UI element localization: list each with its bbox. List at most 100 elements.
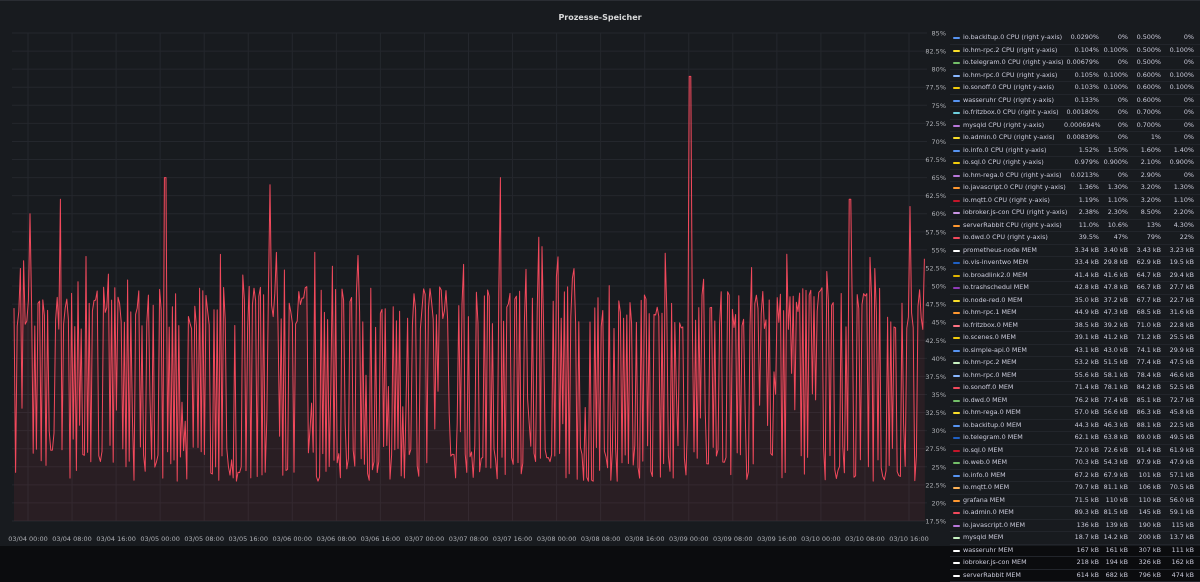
legend-series-name[interactable]: io.fritzbox.0 CPU (right y-axis) — [963, 107, 1073, 119]
legend-row[interactable]: io.hm-rpc.0 CPU (right y-axis)0.105%0.10… — [950, 70, 1200, 83]
legend-series-name[interactable]: io.backitup.0 CPU (right y-axis) — [963, 32, 1073, 44]
legend-row[interactable]: mysqld CPU (right y-axis)0.000694%0%0.70… — [950, 120, 1200, 133]
legend-row[interactable]: serverRabbit CPU (right y-axis)11.0%10.6… — [950, 220, 1200, 233]
legend-series-name[interactable]: iobroker.js-con MEM — [963, 557, 1073, 569]
legend-series-name[interactable]: io.hm-rpc.0 CPU (right y-axis) — [963, 70, 1073, 82]
legend-row[interactable]: io.javascript.0 CPU (right y-axis)1.36%1… — [950, 182, 1200, 195]
legend-value: 2.90% — [1128, 170, 1161, 182]
legend-row[interactable]: io.mqtt.0 CPU (right y-axis)1.19%1.10%3.… — [950, 195, 1200, 208]
legend-value: 72.0 kB — [1064, 445, 1099, 457]
legend-series-name[interactable]: io.broadlink2.0 MEM — [963, 270, 1073, 282]
legend-series-name[interactable]: serverRabbit MEM — [963, 570, 1073, 582]
legend-series-name[interactable]: io.web.0 MEM — [963, 457, 1073, 469]
time-series-chart[interactable]: 85%82.5%80%77.5%75%72.5%70%67.5%65%62.5%… — [0, 1, 950, 546]
legend-swatch — [953, 450, 960, 452]
legend-row[interactable]: io.sql.0 CPU (right y-axis)0.979%0.900%2… — [950, 157, 1200, 170]
legend-row[interactable]: io.fritzbox.0 CPU (right y-axis)0.00180%… — [950, 107, 1200, 120]
legend-series-name[interactable]: mysqld CPU (right y-axis) — [963, 120, 1073, 132]
x-tick-label: 03/10 00:00 — [801, 535, 841, 543]
legend-series-name[interactable]: serverRabbit CPU (right y-axis) — [963, 220, 1073, 232]
legend-value: 0% — [1161, 57, 1194, 69]
legend-series-name[interactable]: io.hm-rpc.0 MEM — [963, 370, 1073, 382]
legend-series-name[interactable]: wasseruhr CPU (right y-axis) — [963, 95, 1073, 107]
legend-series-name[interactable]: io.dwd.0 CPU (right y-axis) — [963, 232, 1073, 244]
legend-series-name[interactable]: io.trashschedul MEM — [963, 282, 1073, 294]
legend-series-name[interactable]: io.node-red.0 MEM — [963, 295, 1073, 307]
legend-table: io.backitup.0 CPU (right y-axis)0.0290%0… — [950, 32, 1200, 582]
legend-series-name[interactable]: io.mqtt.0 MEM — [963, 482, 1073, 494]
legend-series-name[interactable]: io.scenes.0 MEM — [963, 332, 1073, 344]
legend-series-name[interactable]: io.hm-rega.0 MEM — [963, 407, 1073, 419]
legend-series-name[interactable]: io.telegram.0 MEM — [963, 432, 1073, 444]
legend-series-name[interactable]: io.vis-inventwo MEM — [963, 257, 1073, 269]
legend-series-name[interactable]: mysqld MEM — [963, 532, 1073, 544]
legend-series-name[interactable]: io.info.0 MEM — [963, 470, 1073, 482]
legend-series-name[interactable]: io.admin.0 CPU (right y-axis) — [963, 132, 1073, 144]
legend-row[interactable]: io.telegram.0 CPU (right y-axis)0.00679%… — [950, 57, 1200, 70]
legend-series-name[interactable]: io.sonoff.0 MEM — [963, 382, 1073, 394]
legend-series-name[interactable]: io.hm-rega.0 CPU (right y-axis) — [963, 170, 1073, 182]
legend-row[interactable]: io.admin.0 CPU (right y-axis)0.00839%0%1… — [950, 132, 1200, 145]
legend-row[interactable]: io.hm-rpc.2 CPU (right y-axis)0.104%0.10… — [950, 45, 1200, 58]
legend-series-name[interactable]: io.simple-api.0 MEM — [963, 345, 1073, 357]
legend-series-name[interactable]: io.info.0 CPU (right y-axis) — [963, 145, 1073, 157]
legend-series-name[interactable]: io.admin.0 MEM — [963, 507, 1073, 519]
legend-row[interactable]: io.hm-rega.0 CPU (right y-axis)0.0213%0%… — [950, 170, 1200, 183]
legend-row[interactable]: io.info.0 CPU (right y-axis)1.52%1.50%1.… — [950, 145, 1200, 158]
legend-value: 47.8 kB — [1099, 282, 1128, 294]
legend-series-name[interactable]: grafana MEM — [963, 495, 1073, 507]
legend-series-name[interactable]: io.dwd.0 MEM — [963, 395, 1073, 407]
legend-series-name[interactable]: io.hm-rpc.2 MEM — [963, 357, 1073, 369]
legend-row[interactable]: iobroker.js-con CPU (right y-axis)2.38%2… — [950, 207, 1200, 220]
legend-series-name[interactable]: io.sql.0 CPU (right y-axis) — [963, 157, 1073, 169]
y-tick-label: 50% — [932, 283, 946, 291]
legend-value: 43.0 kB — [1099, 345, 1128, 357]
legend-series-name[interactable]: io.mqtt.0 CPU (right y-axis) — [963, 195, 1073, 207]
legend-series-name[interactable]: io.hm-rpc.1 MEM — [963, 307, 1073, 319]
legend-row[interactable]: io.sonoff.0 CPU (right y-axis)0.103%0.10… — [950, 82, 1200, 95]
legend-row[interactable]: io.dwd.0 CPU (right y-axis)39.5%47%79%22… — [950, 232, 1200, 245]
legend-series-name[interactable]: io.fritzbox.0 MEM — [963, 320, 1073, 332]
legend-series-name[interactable]: io.javascript.0 MEM — [963, 520, 1073, 532]
legend-series-name[interactable]: io.hm-rpc.2 CPU (right y-axis) — [963, 45, 1073, 57]
legend-series-name[interactable]: io.telegram.0 CPU (right y-axis) — [963, 57, 1073, 69]
legend-series-name[interactable]: prometheus-node MEM — [963, 245, 1073, 257]
legend-row[interactable]: wasseruhr CPU (right y-axis)0.133%0%0.60… — [950, 95, 1200, 108]
legend-row[interactable]: io.backitup.0 CPU (right y-axis)0.0290%0… — [950, 32, 1200, 45]
legend-value: 71.0 kB — [1128, 320, 1161, 332]
legend-series-name[interactable]: io.sql.0 MEM — [963, 445, 1073, 457]
legend-series-name[interactable]: iobroker.js-con CPU (right y-axis) — [963, 207, 1073, 219]
legend-series-name[interactable]: io.backitup.0 MEM — [963, 420, 1073, 432]
legend-series-name[interactable]: wasseruhr MEM — [963, 545, 1073, 557]
legend-series-name[interactable]: io.javascript.0 CPU (right y-axis) — [963, 182, 1073, 194]
legend-value: 307 kB — [1128, 545, 1161, 557]
legend-series-name[interactable]: io.sonoff.0 CPU (right y-axis) — [963, 82, 1073, 94]
